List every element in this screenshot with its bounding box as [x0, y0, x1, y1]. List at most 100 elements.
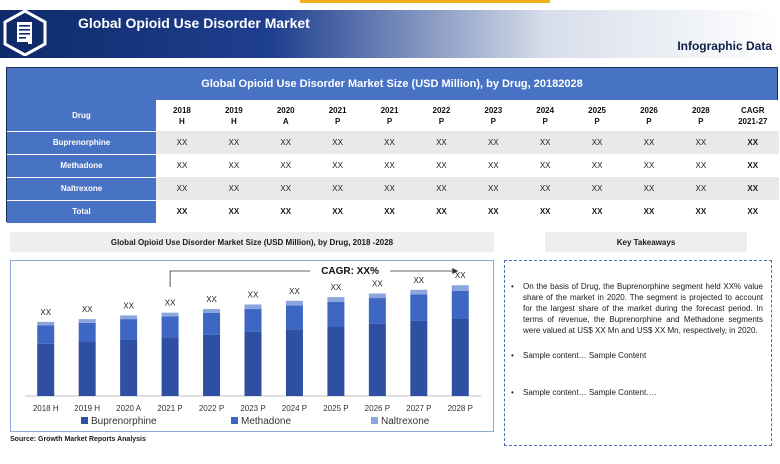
data-label: XX	[289, 287, 300, 296]
bar-segment-naltrexone	[161, 312, 179, 317]
column-flag: P	[490, 116, 496, 126]
x-tick-label: 2023 P	[240, 404, 265, 413]
bullet-icon: •	[511, 351, 514, 360]
column-flag: P	[334, 116, 341, 126]
column-year: 2022	[432, 105, 451, 115]
table-cell: XX	[207, 177, 260, 200]
table-row: Total XX XX XX XX XX XX XX XX XX XX XX XX	[7, 199, 779, 223]
column-year: 2024	[536, 105, 555, 115]
column-header: 2024 P	[519, 100, 572, 131]
column-year: CAGR	[740, 105, 765, 115]
column-header: 2019 H	[207, 100, 260, 131]
bar-segment-methadone	[451, 290, 469, 319]
bar-segment-buprenorphine	[203, 334, 221, 396]
bullet-icon: •	[511, 388, 514, 397]
bar-segment-buprenorphine	[368, 323, 386, 396]
table-cell: XX	[363, 154, 416, 177]
column-header: 2028 P	[674, 100, 727, 131]
table-cell: XX	[363, 131, 416, 154]
table-cell: XX	[674, 177, 727, 200]
bar-segment-buprenorphine	[161, 337, 179, 396]
bar-segment-methadone	[78, 322, 96, 342]
table-cell: XX	[571, 200, 624, 223]
bar-segment-methadone	[327, 301, 345, 327]
bar-segment-naltrexone	[120, 315, 138, 320]
table-row: Methadone XX XX XX XX XX XX XX XX XX XX XX XX	[7, 153, 779, 177]
bar-segment-methadone	[410, 294, 428, 321]
table-cell: XX	[571, 177, 624, 200]
data-label: XX	[413, 276, 424, 285]
column-year: 2023	[484, 105, 503, 115]
header-banner	[0, 10, 780, 58]
column-flag: P	[646, 116, 652, 126]
column-header: 2021 P	[311, 100, 364, 131]
table-cell: XX	[311, 154, 364, 177]
table-cell: XX	[311, 131, 364, 154]
takeaway-item: • Sample content… Sample Content	[511, 350, 763, 361]
bar-segment-naltrexone	[37, 321, 55, 326]
table-cell: XX	[623, 131, 675, 154]
table-cell: XX	[207, 154, 260, 177]
column-header-drug: Drug	[7, 100, 156, 131]
table-cell: XX	[415, 177, 468, 200]
table-cell: XX	[311, 200, 364, 223]
table-title: Global Opioid Use Disorder Market Size (…	[7, 68, 777, 100]
row-label: Methadone	[7, 153, 156, 177]
table-cell: XX	[415, 200, 468, 223]
market-size-table: Global Opioid Use Disorder Market Size (…	[6, 67, 779, 223]
data-label: XX	[82, 305, 93, 314]
table-cell: XX	[623, 154, 675, 177]
x-tick-label: 2026 P	[365, 404, 390, 413]
bullet-icon: •	[511, 282, 514, 291]
table-cell: XX	[674, 131, 727, 154]
stacked-bar-chart: XX 2018 H XX 2019 H XX 2020 A XX 2021 P XX 2022 P…	[25, 266, 481, 427]
column-flag: A	[282, 116, 289, 126]
table-row: Buprenorphine XX XX XX XX XX XX XX XX XX XX XX XX	[7, 130, 779, 154]
bar-segment-naltrexone	[78, 319, 96, 323]
legend-swatch	[371, 417, 378, 424]
table-cell: XX	[571, 131, 624, 154]
legend-label: Buprenorphine	[91, 416, 157, 427]
source-note: Source: Growth Market Reports Analysis	[10, 436, 146, 443]
cagr-arrow-left	[169, 270, 311, 287]
bar-segment-methadone	[37, 325, 55, 344]
row-label: Total	[7, 199, 156, 223]
bar-segment-buprenorphine	[37, 343, 55, 396]
bar-segment-buprenorphine	[120, 339, 138, 396]
column-year: 2019	[224, 105, 243, 115]
column-year: 2028	[691, 105, 710, 115]
table-cell: XX	[156, 154, 208, 177]
table-cell: XX	[311, 177, 364, 200]
bar-segment-methadone	[120, 319, 138, 340]
data-label: XX	[40, 308, 51, 317]
table-cell: XX	[726, 177, 779, 200]
data-label: XX	[331, 283, 342, 292]
x-tick-label: 2019 H	[74, 404, 100, 413]
column-year: 2020	[276, 105, 295, 115]
table-cell: XX	[519, 200, 572, 223]
table-cell: XX	[467, 177, 520, 200]
table-cell: XX	[259, 154, 312, 177]
table-cell: XX	[674, 154, 727, 177]
table-cell: XX	[519, 154, 572, 177]
data-table: Drug 2018 H 2019 H 2020 A 2021 P 2021 P 2022 P 2023 P 2…	[7, 100, 779, 223]
x-tick-label: 2020 A	[116, 404, 142, 413]
bar-segment-naltrexone	[410, 289, 428, 295]
chart-container: XX 2018 H XX 2019 H XX 2020 A XX 2021 P XX 2022 P…	[10, 260, 494, 432]
table-cell: XX	[623, 200, 675, 223]
bar-segment-buprenorphine	[410, 320, 428, 396]
data-label: XX	[123, 301, 134, 310]
table-cell: XX	[259, 200, 312, 223]
table-cell: XX	[519, 177, 572, 200]
column-header: 2021 P	[363, 100, 416, 131]
bar-segment-methadone	[161, 316, 179, 338]
column-flag: P	[542, 116, 548, 126]
table-cell: XX	[726, 131, 779, 154]
column-year: 2018	[173, 105, 191, 115]
page-subtitle: Infographic Data	[677, 39, 772, 53]
legend-swatch	[231, 417, 238, 424]
bar-segment-methadone	[244, 309, 262, 332]
takeaway-item: • Sample content… Sample Content….	[511, 387, 763, 398]
arrowhead-icon	[452, 268, 459, 274]
table-cell: XX	[207, 200, 260, 223]
